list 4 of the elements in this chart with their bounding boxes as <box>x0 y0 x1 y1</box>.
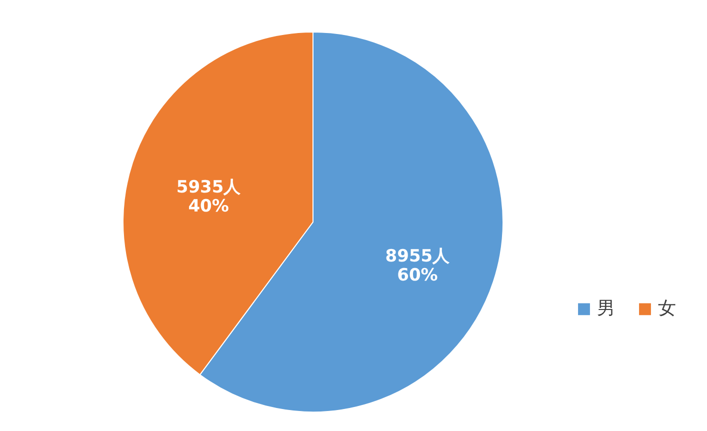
legend-label: 男 <box>597 298 615 320</box>
data-label: 8955人 60% <box>385 246 451 286</box>
legend-label: 女 <box>658 298 676 320</box>
data-label: 5935人 40% <box>176 178 242 217</box>
